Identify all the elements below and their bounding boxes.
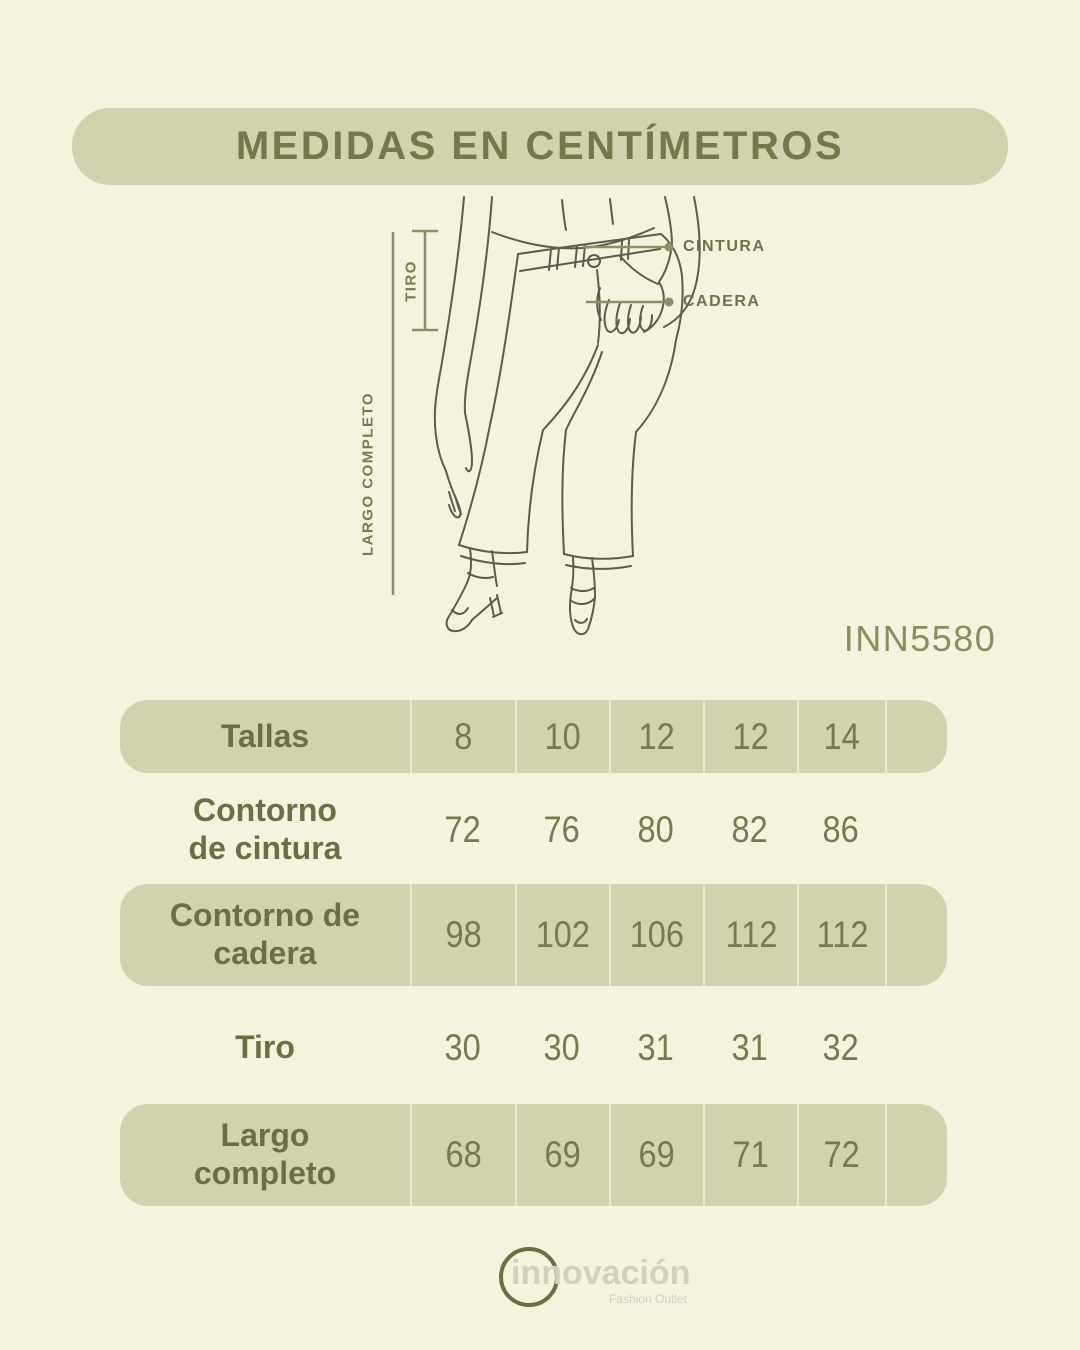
measure-value: 72	[444, 809, 481, 850]
table-row-contorno-cintura: Contorno de cintura 72 76 80 82 86	[120, 786, 947, 874]
row-label: Contorno de cintura	[188, 792, 342, 866]
size-value: 12	[609, 700, 703, 773]
cadera-dot	[664, 297, 674, 307]
empty-cell	[885, 786, 947, 874]
table-row-tiro: Tiro 30 30 31 31 32	[120, 1004, 947, 1092]
pointer-dots	[664, 242, 674, 307]
table-row-tallas: Tallas 8 10 12 12 14	[120, 700, 947, 773]
logo-ring-icon	[499, 1247, 559, 1307]
empty-cell	[885, 700, 947, 773]
measure-value: 80	[637, 809, 675, 850]
measure-value: 72	[797, 1104, 885, 1206]
measure-value: 68	[410, 1104, 515, 1206]
empty-cell	[885, 1004, 947, 1092]
title-banner: MEDIDAS EN CENTÍMETROS	[72, 108, 1008, 185]
measure-value: 69	[515, 1104, 609, 1206]
size-value: 14	[797, 700, 885, 773]
measure-value: 71	[703, 1104, 797, 1206]
figure-line-art	[433, 196, 701, 636]
row-label: Contorno de cadera	[169, 897, 361, 971]
row-label: Tallas	[220, 717, 310, 754]
size-value: 8	[410, 700, 515, 773]
measure-value: 86	[822, 809, 860, 850]
measure-value: 31	[637, 1027, 675, 1068]
measure-value: 69	[609, 1104, 703, 1206]
table-row-contorno-cadera: Contorno de cadera 98 102 106 112 112	[120, 884, 947, 986]
empty-cell	[885, 884, 947, 986]
measure-value: 82	[731, 809, 769, 850]
measurement-lines	[391, 229, 666, 595]
page-title: MEDIDAS EN CENTÍMETROS	[235, 124, 845, 168]
brand-name: innovación	[511, 1254, 691, 1292]
row-label: Largo completo	[193, 1117, 337, 1191]
cintura-label: CINTURA	[683, 238, 766, 255]
measure-value: 112	[703, 884, 797, 986]
measure-value: 76	[543, 809, 581, 850]
brand-tagline: Fashion Outlet	[608, 1292, 687, 1306]
tiro-bracket	[412, 229, 438, 332]
empty-cell	[885, 1104, 947, 1206]
measure-value: 30	[543, 1027, 581, 1068]
measure-value: 32	[822, 1027, 860, 1068]
product-code: INN5580	[843, 618, 997, 659]
tiro-label: TIRO	[402, 260, 420, 302]
brand-logo: innovación Fashion Outlet	[497, 1244, 707, 1314]
measure-value: 106	[609, 884, 703, 986]
measure-value: 112	[797, 884, 885, 986]
measure-value: 31	[731, 1027, 769, 1068]
size-value: 12	[703, 700, 797, 773]
table-row-largo-completo: Largo completo 68 69 69 71 72	[120, 1104, 947, 1206]
measure-value: 102	[515, 884, 609, 986]
measure-value: 98	[410, 884, 515, 986]
row-label: Tiro	[235, 1029, 295, 1066]
cintura-dot	[664, 242, 674, 252]
measure-value: 30	[444, 1027, 481, 1068]
cadera-label: CADERA	[683, 293, 761, 310]
largo-completo-label: LARGO COMPLETO	[359, 391, 377, 557]
size-value: 10	[515, 700, 609, 773]
